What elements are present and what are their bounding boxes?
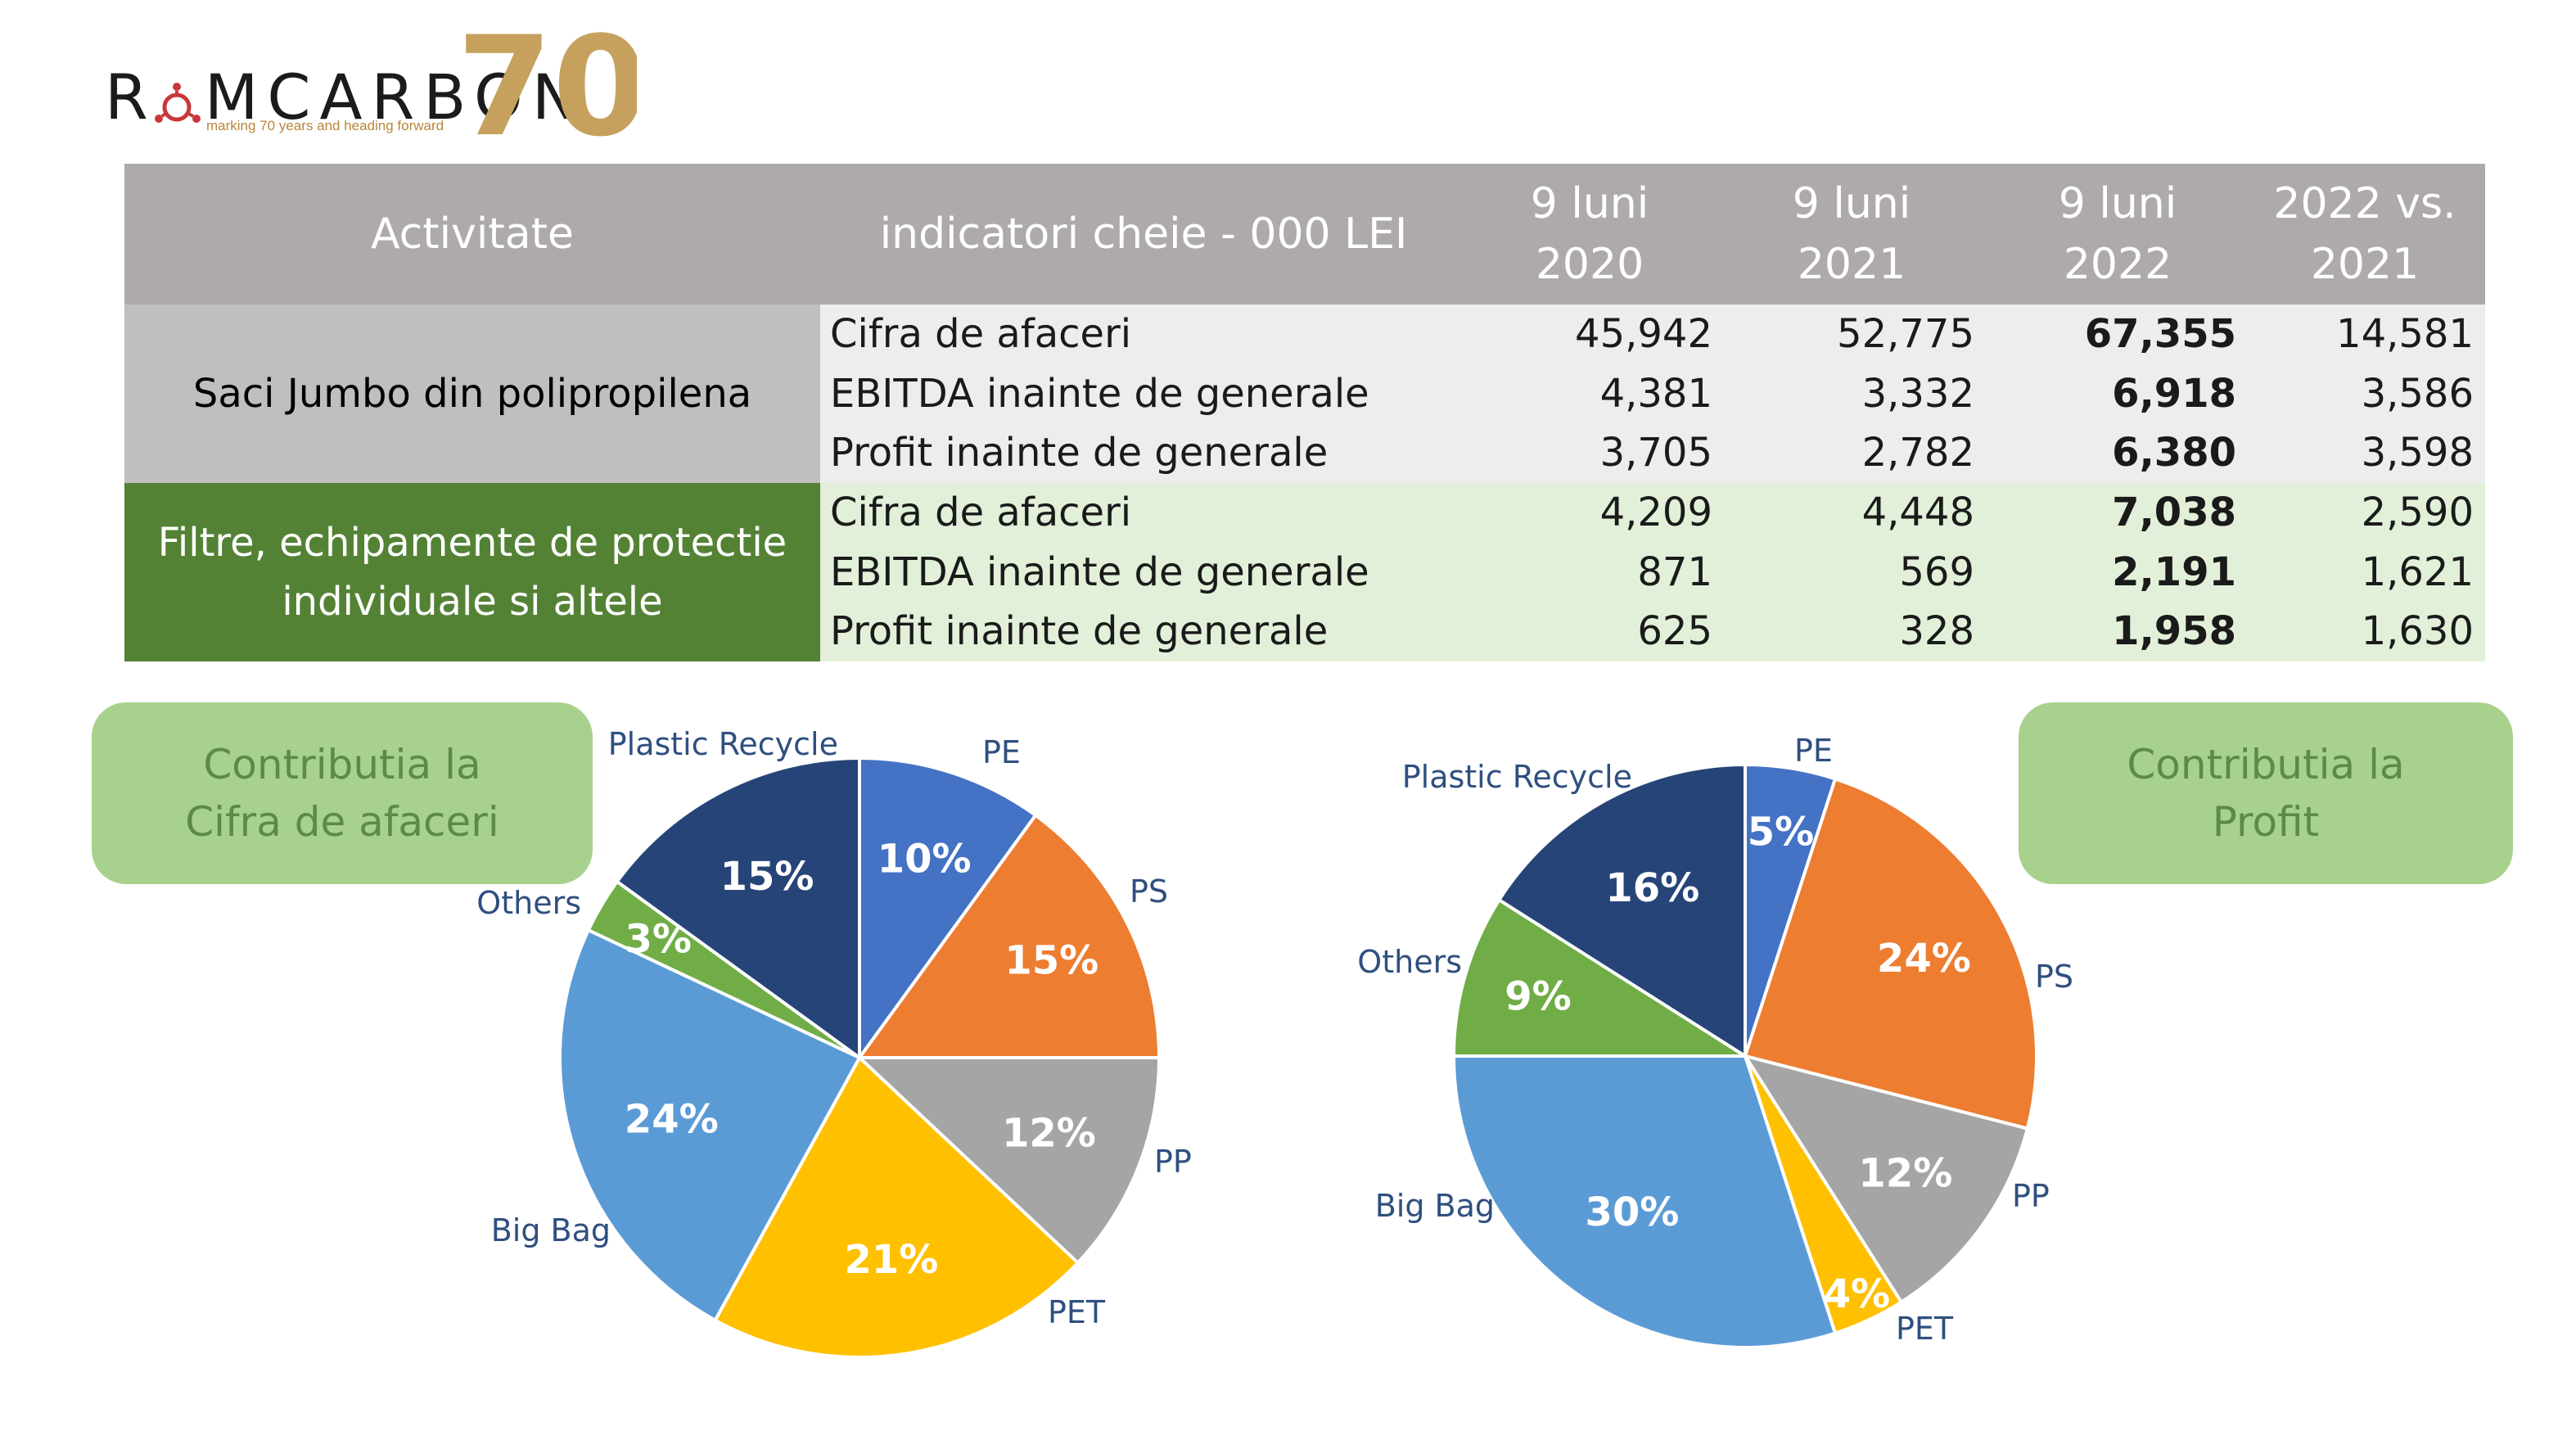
company-logo: R MCARBON marking 70 years and heading f… bbox=[97, 21, 637, 144]
value-2020: 4,381 bbox=[1599, 370, 1712, 417]
value-2022: 7,038 bbox=[2112, 490, 2236, 535]
pie-slice-plastic-recycle bbox=[1496, 762, 1747, 1059]
table-header: Activitate indicatori cheie - 000 LEI 9 … bbox=[124, 164, 2485, 305]
pie-slice-pp bbox=[855, 1056, 1162, 1266]
pie-value-label-plastic-recycle: 15% bbox=[720, 854, 814, 900]
header-indicators: indicatori cheie - 000 LEI bbox=[879, 210, 1408, 259]
value-diff: 1,621 bbox=[2361, 548, 2474, 595]
pie-category-label-ps: PS bbox=[2035, 959, 2073, 995]
value-2022: 6,918 bbox=[2112, 370, 2236, 417]
table-group-filters: Filtre, echipamente de protectie individ… bbox=[124, 483, 2485, 661]
value-diff: 14,581 bbox=[2336, 311, 2474, 357]
pie-value-label-pp: 12% bbox=[1858, 1150, 1952, 1196]
pie-category-label-ps: PS bbox=[1130, 873, 1168, 910]
pie-value-label-pp: 12% bbox=[1002, 1111, 1096, 1157]
pie-value-label-pet: 4% bbox=[1824, 1271, 1891, 1317]
value-2022: 6,380 bbox=[2112, 430, 2236, 476]
value-2020: 4,209 bbox=[1599, 490, 1712, 535]
value-2021: 3,332 bbox=[1861, 370, 1974, 417]
pie-slice-others bbox=[1451, 897, 1751, 1058]
pie-value-label-ps: 15% bbox=[1004, 937, 1099, 983]
header-activity: Activitate bbox=[371, 210, 574, 259]
header-9m-2020: 9 luni 2020 bbox=[1530, 179, 1649, 289]
value-diff: 3,598 bbox=[2361, 430, 2474, 476]
table-row: EBITDA inainte de generale 4,381 3,332 6… bbox=[820, 364, 2485, 424]
pie-value-label-ps: 24% bbox=[1877, 936, 1971, 982]
table-row: EBITDA inainte de generale 871 569 2,191… bbox=[820, 543, 2485, 603]
pie-category-label-pe: PE bbox=[982, 734, 1021, 770]
table-row: Profit inainte de generale 625 328 1,958… bbox=[820, 602, 2485, 661]
pie-category-label-pet: PET bbox=[1896, 1311, 1954, 1347]
pie-slice-pet bbox=[712, 1054, 1080, 1359]
pie-category-label-pp: PP bbox=[2012, 1178, 2050, 1214]
turnover-contribution-box: Contributia la Cifra de afaceri bbox=[92, 702, 593, 884]
pie-value-label-plastic-recycle: 16% bbox=[1605, 865, 1699, 911]
pie-slice-pe bbox=[858, 756, 1038, 1063]
profit-pie-chart: 5% PE 24% PS 12% PP 4%PET 30% Big Bag 9% Others 16%… bbox=[1357, 733, 2073, 1349]
pie-category-label-others: Others bbox=[476, 885, 581, 921]
value-2021: 2,782 bbox=[1861, 430, 1974, 476]
value-2020: 3,705 bbox=[1599, 430, 1712, 476]
group-rows: Cifra de afaceri 45,942 52,775 67,355 14… bbox=[820, 305, 2485, 483]
row-label: Profit inainte de generale bbox=[830, 430, 1329, 476]
pie-category-label-big-bag: Big Bag bbox=[1375, 1188, 1495, 1224]
row-label: Cifra de afaceri bbox=[830, 311, 1132, 357]
pie-value-label-big-bag: 30% bbox=[1585, 1189, 1679, 1235]
value-2020: 45,942 bbox=[1575, 311, 1712, 357]
table-row: Cifra de afaceri 4,209 4,448 7,038 2,590 bbox=[820, 483, 2485, 543]
pie-slice-plastic-recycle bbox=[615, 756, 861, 1061]
header-9m-2022: 9 luni 2022 bbox=[2058, 179, 2177, 289]
value-2021: 569 bbox=[1899, 548, 1974, 595]
profit-contribution-box: Contributia la Profit bbox=[2019, 702, 2513, 884]
value-2022: 1,958 bbox=[2112, 608, 2236, 655]
pie-value-label-pe: 5% bbox=[1748, 810, 1815, 855]
pie-value-label-big-bag: 24% bbox=[625, 1097, 719, 1143]
pie-category-label-pet: PET bbox=[1048, 1294, 1106, 1330]
row-label: Cifra de afaceri bbox=[830, 490, 1132, 535]
anniversary-70-mark: 70 bbox=[457, 21, 637, 144]
pie-slice-ps bbox=[856, 813, 1162, 1059]
value-2022: 67,355 bbox=[2084, 311, 2236, 357]
pie-slice-big-bag bbox=[558, 928, 862, 1323]
row-label: EBITDA inainte de generale bbox=[830, 370, 1369, 417]
value-diff: 3,586 bbox=[2361, 370, 2474, 417]
molecule-icon bbox=[154, 83, 201, 123]
pie-category-label-others: Others bbox=[1357, 944, 1462, 980]
value-2020: 625 bbox=[1637, 608, 1712, 655]
pie-slice-big-bag bbox=[1451, 1054, 1838, 1349]
anniversary-number: 70 bbox=[457, 21, 637, 144]
table-group-jumbo-bags: Saci Jumbo din polipropilena Cifra de af… bbox=[124, 305, 2485, 483]
pie-slice-pp bbox=[1741, 1053, 2030, 1305]
pie-value-label-pe: 10% bbox=[877, 836, 972, 882]
value-2020: 871 bbox=[1637, 548, 1712, 595]
logo-tagline: marking 70 years and heading forward bbox=[206, 118, 444, 133]
row-label: Profit inainte de generale bbox=[830, 608, 1329, 655]
value-2021: 328 bbox=[1899, 608, 1974, 655]
pie-category-label-plastic-recycle: Plastic Recycle bbox=[608, 726, 838, 762]
category-jumbo-bags: Saci Jumbo din polipropilena bbox=[124, 305, 820, 483]
pie-value-label-pet: 21% bbox=[844, 1237, 938, 1283]
pie-value-label-others: 9% bbox=[1505, 974, 1572, 1020]
value-2021: 4,448 bbox=[1861, 490, 1974, 535]
pie-category-label-big-bag: Big Bag bbox=[491, 1212, 611, 1248]
header-9m-2021: 9 luni 2021 bbox=[1792, 179, 1911, 289]
table-row: Profit inainte de generale 3,705 2,782 6… bbox=[820, 423, 2485, 483]
value-diff: 1,630 bbox=[2361, 608, 2474, 655]
value-diff: 2,590 bbox=[2361, 490, 2474, 535]
header-2022-vs-2021: 2022 vs. 2021 bbox=[2273, 179, 2456, 289]
value-2021: 52,775 bbox=[1837, 311, 1974, 357]
pie-category-label-plastic-recycle: Plastic Recycle bbox=[1402, 759, 1632, 795]
category-filters: Filtre, echipamente de protectie individ… bbox=[124, 483, 820, 661]
value-2022: 2,191 bbox=[2112, 548, 2236, 595]
row-label: EBITDA inainte de generale bbox=[830, 548, 1369, 595]
pie-slice-ps bbox=[1743, 776, 2038, 1131]
pie-category-label-pe: PE bbox=[1794, 733, 1833, 769]
table-row: Cifra de afaceri 45,942 52,775 67,355 14… bbox=[820, 305, 2485, 364]
logo-wordmark: R MCARBON bbox=[105, 61, 588, 133]
group-rows: Cifra de afaceri 4,209 4,448 7,038 2,590… bbox=[820, 483, 2485, 661]
pie-category-label-pp: PP bbox=[1154, 1144, 1192, 1180]
